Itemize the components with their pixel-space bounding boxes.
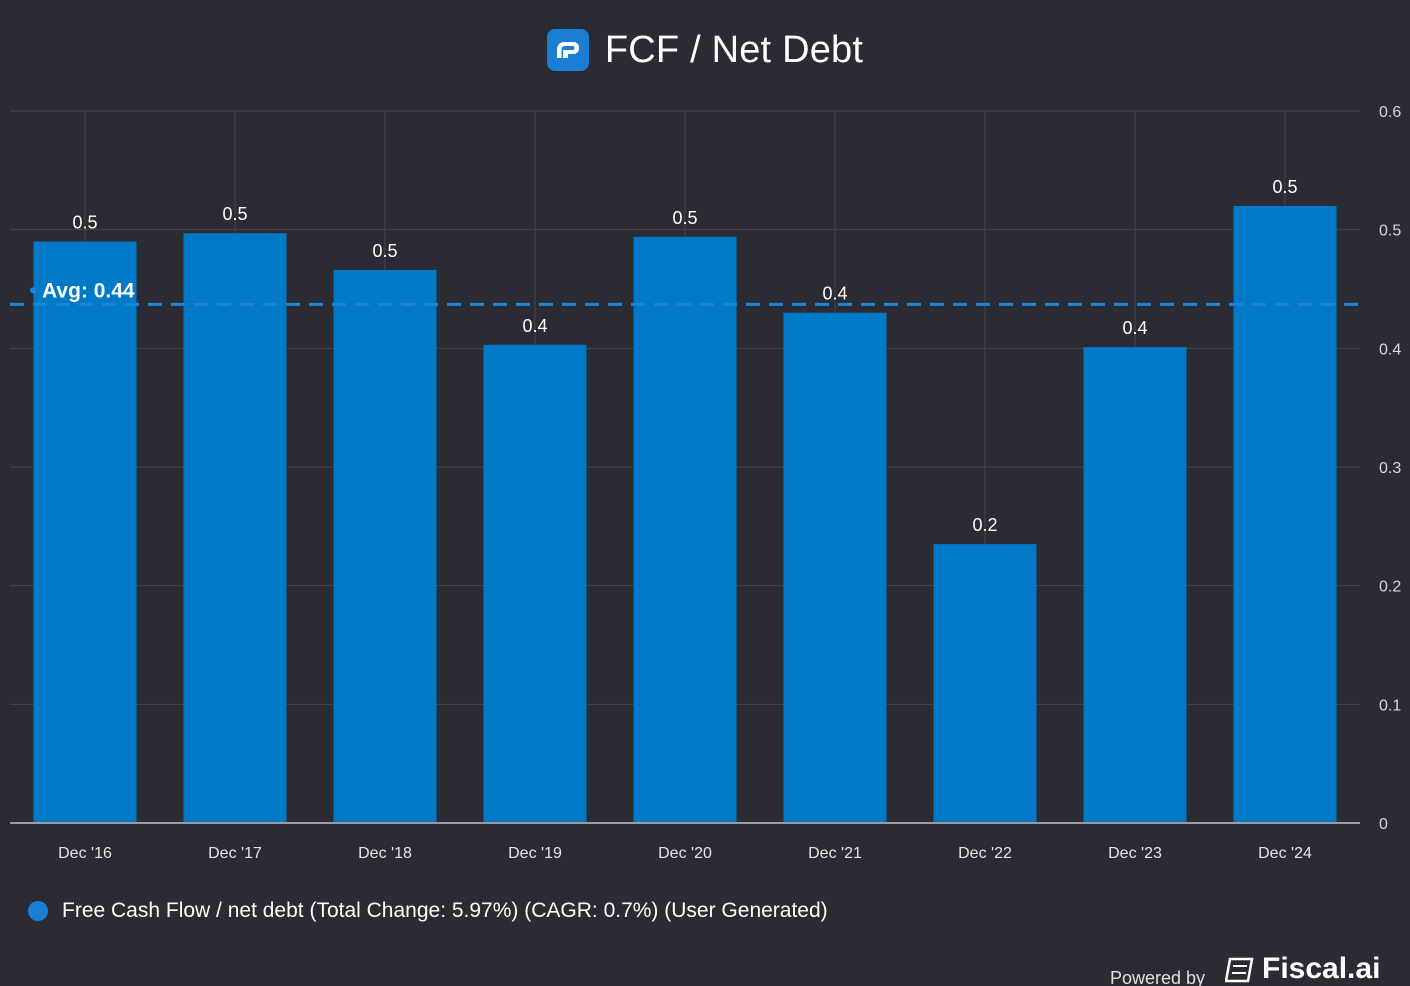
bar-value-label: 0.5 <box>672 208 697 228</box>
y-tick-label: 0.6 <box>1379 104 1401 121</box>
powered-by-footer[interactable]: Powered by Fiscal.ai <box>1110 950 1410 986</box>
bar[interactable] <box>1083 347 1187 823</box>
bar[interactable] <box>33 241 137 824</box>
average-line-group: Avg: 0.44 <box>10 279 1360 306</box>
y-tick-label: 0.3 <box>1379 460 1401 477</box>
x-tick-label: Dec '18 <box>358 845 412 862</box>
y-tick-label: 0 <box>1379 816 1388 833</box>
bar-value-label: 0.5 <box>72 213 97 233</box>
x-tick-label: Dec '24 <box>1258 845 1312 862</box>
y-axis-ticks: 0 0.1 0.2 0.3 0.4 0.5 0.6 <box>1379 104 1401 833</box>
bar[interactable] <box>483 344 587 823</box>
fiscal-brand-name: Fiscal.ai <box>1262 952 1381 985</box>
bar-value-label: 0.2 <box>972 515 997 535</box>
bar[interactable] <box>783 312 887 823</box>
x-tick-label: Dec '21 <box>808 845 862 862</box>
fiscal-logo-icon <box>546 29 589 71</box>
bar-value-label: 0.5 <box>372 241 397 261</box>
legend-label: Free Cash Flow / net debt (Total Change:… <box>62 899 828 922</box>
legend-marker <box>28 901 48 921</box>
powered-by-text: Powered by <box>1110 968 1206 986</box>
bar[interactable] <box>1233 205 1337 823</box>
bar-value-label: 0.4 <box>522 316 547 336</box>
x-axis-ticks: Dec '16 Dec '17 Dec '18 Dec '19 Dec '20 Dec '… <box>58 845 1312 862</box>
x-tick-label: Dec '19 <box>508 845 562 862</box>
y-tick-label: 0.1 <box>1379 697 1401 714</box>
bar[interactable] <box>933 544 1037 823</box>
x-tick-label: Dec '22 <box>958 845 1012 862</box>
y-tick-label: 0.2 <box>1379 579 1401 596</box>
bar[interactable] <box>183 233 287 823</box>
bar-value-label: 0.5 <box>222 204 247 224</box>
average-label: Avg: 0.44 <box>42 279 135 302</box>
x-tick-label: Dec '17 <box>208 845 262 862</box>
x-tick-label: Dec '20 <box>658 845 712 862</box>
x-tick-label: Dec '23 <box>1108 845 1162 862</box>
fiscal-brand-icon <box>1225 957 1254 983</box>
bar-value-label: 0.4 <box>1122 318 1147 338</box>
average-marker <box>30 287 36 294</box>
bar-value-label: 0.4 <box>822 284 847 304</box>
chart-header: FCF / Net Debt <box>0 22 1410 78</box>
x-tick-label: Dec '16 <box>58 845 112 862</box>
y-tick-label: 0.5 <box>1379 223 1401 240</box>
chart-legend[interactable]: Free Cash Flow / net debt (Total Change:… <box>28 896 828 926</box>
bar[interactable] <box>633 236 737 823</box>
bar-data-labels: 0.5 0.5 0.5 0.4 0.5 0.4 0.2 0.4 0.5 <box>72 177 1297 535</box>
y-tick-label: 0.4 <box>1379 341 1401 358</box>
chart-title: FCF / Net Debt <box>604 28 864 71</box>
bar-series <box>33 205 1337 824</box>
bar-value-label: 0.5 <box>1272 177 1297 197</box>
bar[interactable] <box>333 270 437 824</box>
